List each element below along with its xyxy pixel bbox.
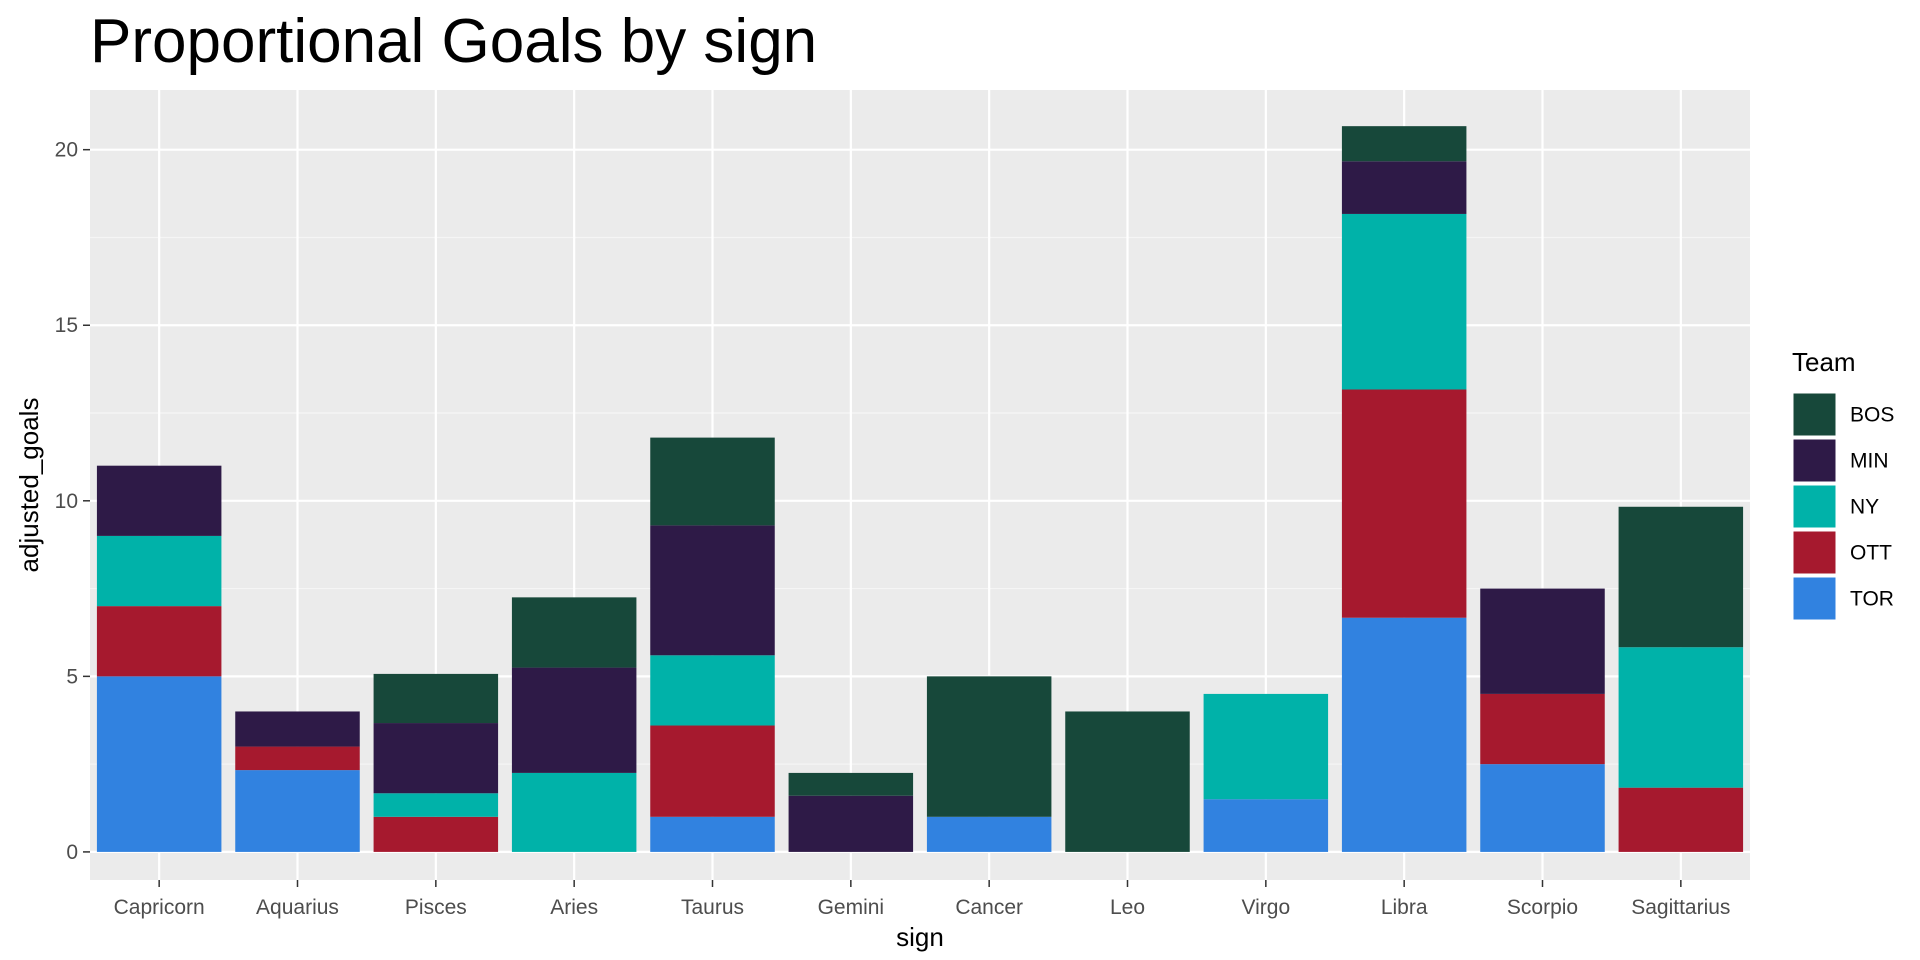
bar-taurus-tor (650, 816, 775, 852)
bar-taurus-ott (650, 725, 775, 817)
legend-key-tor (1792, 576, 1837, 621)
bars (96, 126, 1744, 852)
bar-libra-min (1341, 161, 1467, 214)
bar-sagittarius-ny (1618, 647, 1744, 788)
y-axis-title: adjusted_goals (14, 398, 44, 573)
bar-pisces-ott (373, 816, 499, 852)
bar-scorpio-ott (1480, 693, 1605, 765)
bar-taurus-bos (650, 437, 775, 526)
y-tick-label: 5 (66, 665, 78, 688)
bar-libra-tor (1341, 617, 1467, 852)
bar-pisces-bos (373, 673, 499, 724)
plot-panel (90, 90, 1750, 880)
bar-libra-bos (1341, 126, 1467, 162)
bar-virgo-ny (1203, 693, 1329, 800)
legend-label-ny: NY (1850, 496, 1879, 519)
legend-key-ny (1792, 484, 1837, 529)
bar-capricorn-tor (96, 676, 222, 852)
y-axis: 0 5 10 15 20 (55, 139, 90, 864)
x-tick-label-sagittarius: Sagittarius (1631, 896, 1730, 919)
bar-leo-bos (1065, 711, 1190, 852)
bar-libra-ny (1341, 213, 1467, 390)
legend-label-bos: BOS (1850, 404, 1894, 427)
bar-virgo-tor (1203, 799, 1329, 852)
y-tick-label: 0 (66, 841, 78, 864)
bar-cancer-bos (926, 676, 1052, 817)
bar-aquarius-ott (235, 746, 360, 771)
x-axis-title: sign (896, 922, 944, 952)
bar-scorpio-min (1480, 588, 1605, 694)
x-tick-label-capricorn: Capricorn (114, 896, 205, 919)
bar-libra-ott (1341, 389, 1467, 618)
bar-gemini-min (788, 795, 914, 852)
bar-capricorn-ott (96, 606, 222, 677)
bar-aquarius-tor (235, 770, 360, 852)
legend: Team BOS MIN NY OTT TOR (1792, 347, 1894, 621)
x-tick-label-aquarius: Aquarius (256, 896, 339, 919)
bar-gemini-bos (788, 772, 914, 796)
x-tick-label-scorpio: Scorpio (1507, 896, 1578, 919)
x-tick-label-pisces: Pisces (405, 896, 467, 919)
bar-taurus-min (650, 525, 775, 656)
bar-scorpio-tor (1480, 764, 1605, 852)
bar-aries-bos (511, 597, 637, 668)
legend-key-min (1792, 438, 1837, 483)
x-tick-label-taurus: Taurus (681, 896, 744, 919)
y-tick-label: 10 (55, 490, 78, 513)
x-tick-label-leo: Leo (1110, 896, 1145, 919)
x-tick-label-virgo: Virgo (1242, 896, 1291, 919)
x-tick-label-cancer: Cancer (955, 896, 1023, 919)
bar-cancer-tor (926, 816, 1052, 852)
chart-title: Proportional Goals by sign (90, 7, 817, 76)
bar-sagittarius-ott (1618, 787, 1744, 852)
bar-capricorn-min (96, 465, 222, 536)
x-tick-label-libra: Libra (1381, 896, 1428, 919)
y-tick-label: 20 (55, 139, 78, 162)
bar-pisces-min (373, 723, 499, 794)
bar-aries-min (511, 667, 637, 773)
legend-label-tor: TOR (1850, 588, 1894, 611)
legend-label-ott: OTT (1850, 542, 1892, 565)
y-tick-label: 15 (55, 314, 78, 337)
bar-capricorn-ny (96, 535, 222, 607)
x-tick-label-gemini: Gemini (818, 896, 885, 919)
legend-label-min: MIN (1850, 450, 1889, 473)
bar-aries-ny (511, 772, 637, 852)
x-axis: Capricorn Aquarius Pisces Aries Taurus Gemini… (114, 880, 1730, 919)
bar-pisces-ny (373, 793, 499, 817)
x-tick-label-aries: Aries (550, 896, 598, 919)
bar-taurus-ny (650, 655, 775, 726)
legend-title: Team (1792, 347, 1856, 377)
bar-sagittarius-bos (1618, 506, 1744, 648)
legend-key-bos (1792, 392, 1837, 437)
legend-key-ott (1792, 530, 1837, 575)
bar-aquarius-min (235, 711, 360, 747)
